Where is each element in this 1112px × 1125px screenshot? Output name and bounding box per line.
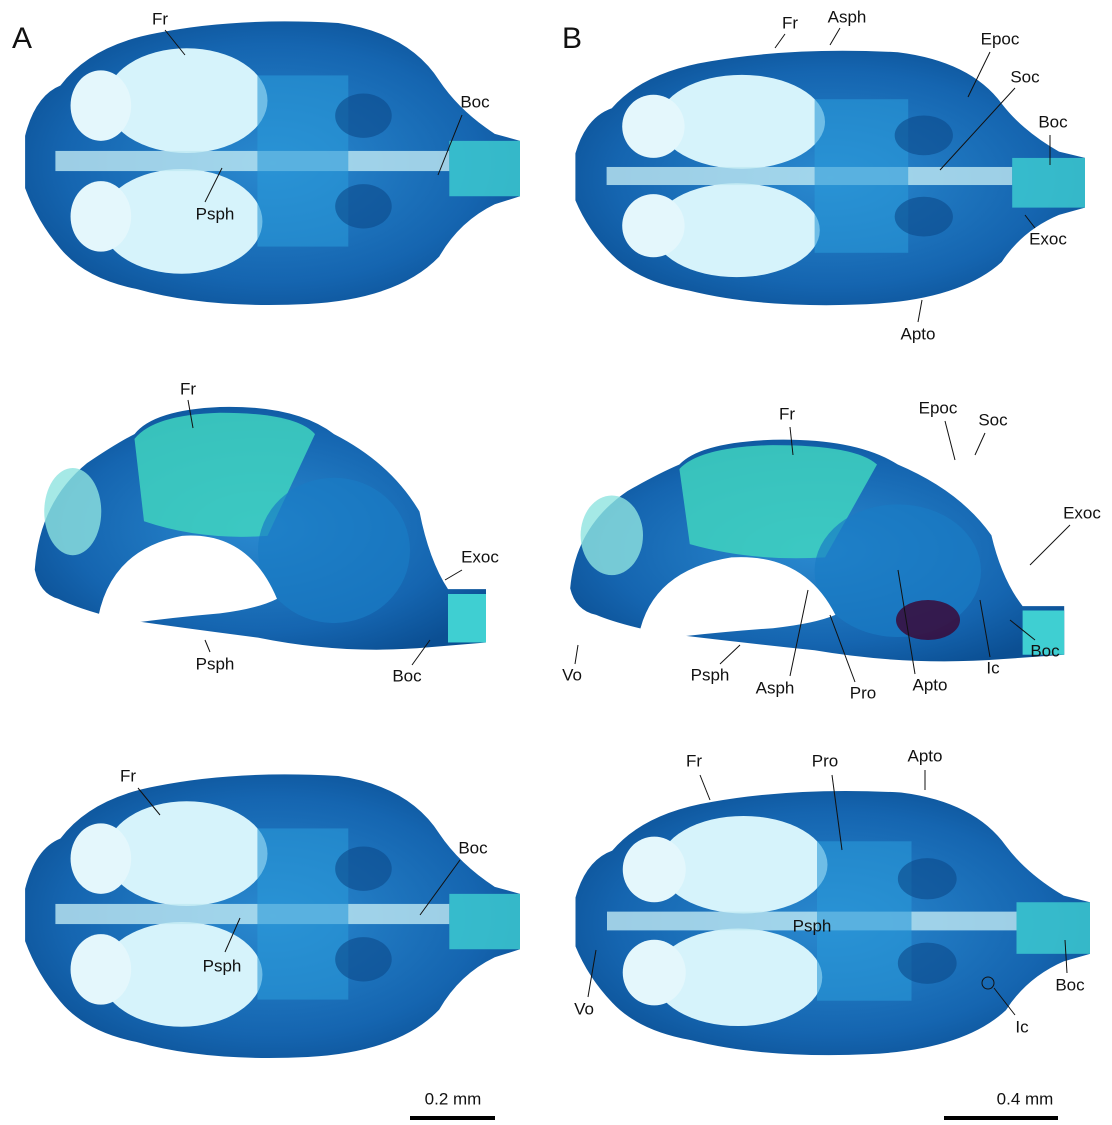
structure-label: Fr	[152, 9, 168, 28]
structure-label: Pro	[850, 683, 876, 702]
structure-label: Apto	[908, 746, 943, 765]
structure-label: Epoc	[919, 398, 958, 417]
skull-lateral	[570, 440, 1064, 662]
structure-label: Fr	[180, 379, 196, 398]
panel-letter: B	[562, 22, 582, 55]
skull-ventral	[25, 774, 520, 1058]
leader-line	[205, 640, 210, 652]
structure-label: Boc	[1055, 975, 1085, 994]
structure-label: Exoc	[1063, 503, 1101, 522]
leader-line	[830, 28, 840, 45]
structure-label: Epoc	[981, 29, 1020, 48]
structure-label: Vo	[574, 999, 594, 1018]
structure-label: Ic	[1015, 1017, 1029, 1036]
structure-label: Fr	[120, 766, 136, 785]
skull-dorsal	[575, 51, 1085, 305]
leader-line	[1030, 525, 1070, 565]
structure-label: Psph	[691, 665, 730, 684]
skull-dorsal	[25, 21, 520, 305]
structure-label: Ic	[986, 658, 1000, 677]
structure-label: Boc	[392, 666, 422, 685]
leader-line	[918, 300, 922, 322]
leader-line	[945, 421, 955, 460]
structure-label: Boc	[458, 838, 488, 857]
structure-label: Exoc	[1029, 229, 1067, 248]
panel-letter: A	[12, 22, 32, 55]
leader-line	[700, 775, 710, 800]
scale-label: 0.4 mm	[997, 1089, 1054, 1108]
leader-line	[975, 433, 985, 455]
structure-label: Fr	[779, 404, 795, 423]
structure-label: Psph	[793, 916, 832, 935]
structure-label: Apto	[913, 675, 948, 694]
structure-label: Boc	[460, 92, 490, 111]
scale-label: 0.2 mm	[425, 1089, 482, 1108]
structure-label: Exoc	[461, 547, 499, 566]
structure-label: Psph	[203, 956, 242, 975]
leader-line	[445, 570, 462, 580]
structure-label: Pro	[812, 751, 838, 770]
structure-label: Boc	[1030, 641, 1060, 660]
dark-feature	[896, 600, 960, 640]
leader-line	[575, 645, 578, 664]
structure-label: Soc	[1010, 67, 1040, 86]
leader-line	[720, 645, 740, 664]
structure-label: Boc	[1038, 112, 1068, 131]
leader-line	[775, 34, 785, 48]
structure-label: Apto	[901, 324, 936, 343]
structure-label: Psph	[196, 204, 235, 223]
structure-label: Asph	[828, 7, 867, 26]
structure-label: Soc	[978, 410, 1008, 429]
structure-label: Asph	[756, 678, 795, 697]
structure-label: Fr	[686, 751, 702, 770]
structure-label: Psph	[196, 654, 235, 673]
figure: A B 0.2 mm 0.4 mm Fr Boc Psph Fr Exoc Psph Boc…	[0, 0, 1112, 1125]
skull-lateral	[35, 407, 486, 650]
structure-label: Fr	[782, 13, 798, 32]
structure-label: Vo	[562, 665, 582, 684]
skull-ventral	[576, 791, 1091, 1055]
